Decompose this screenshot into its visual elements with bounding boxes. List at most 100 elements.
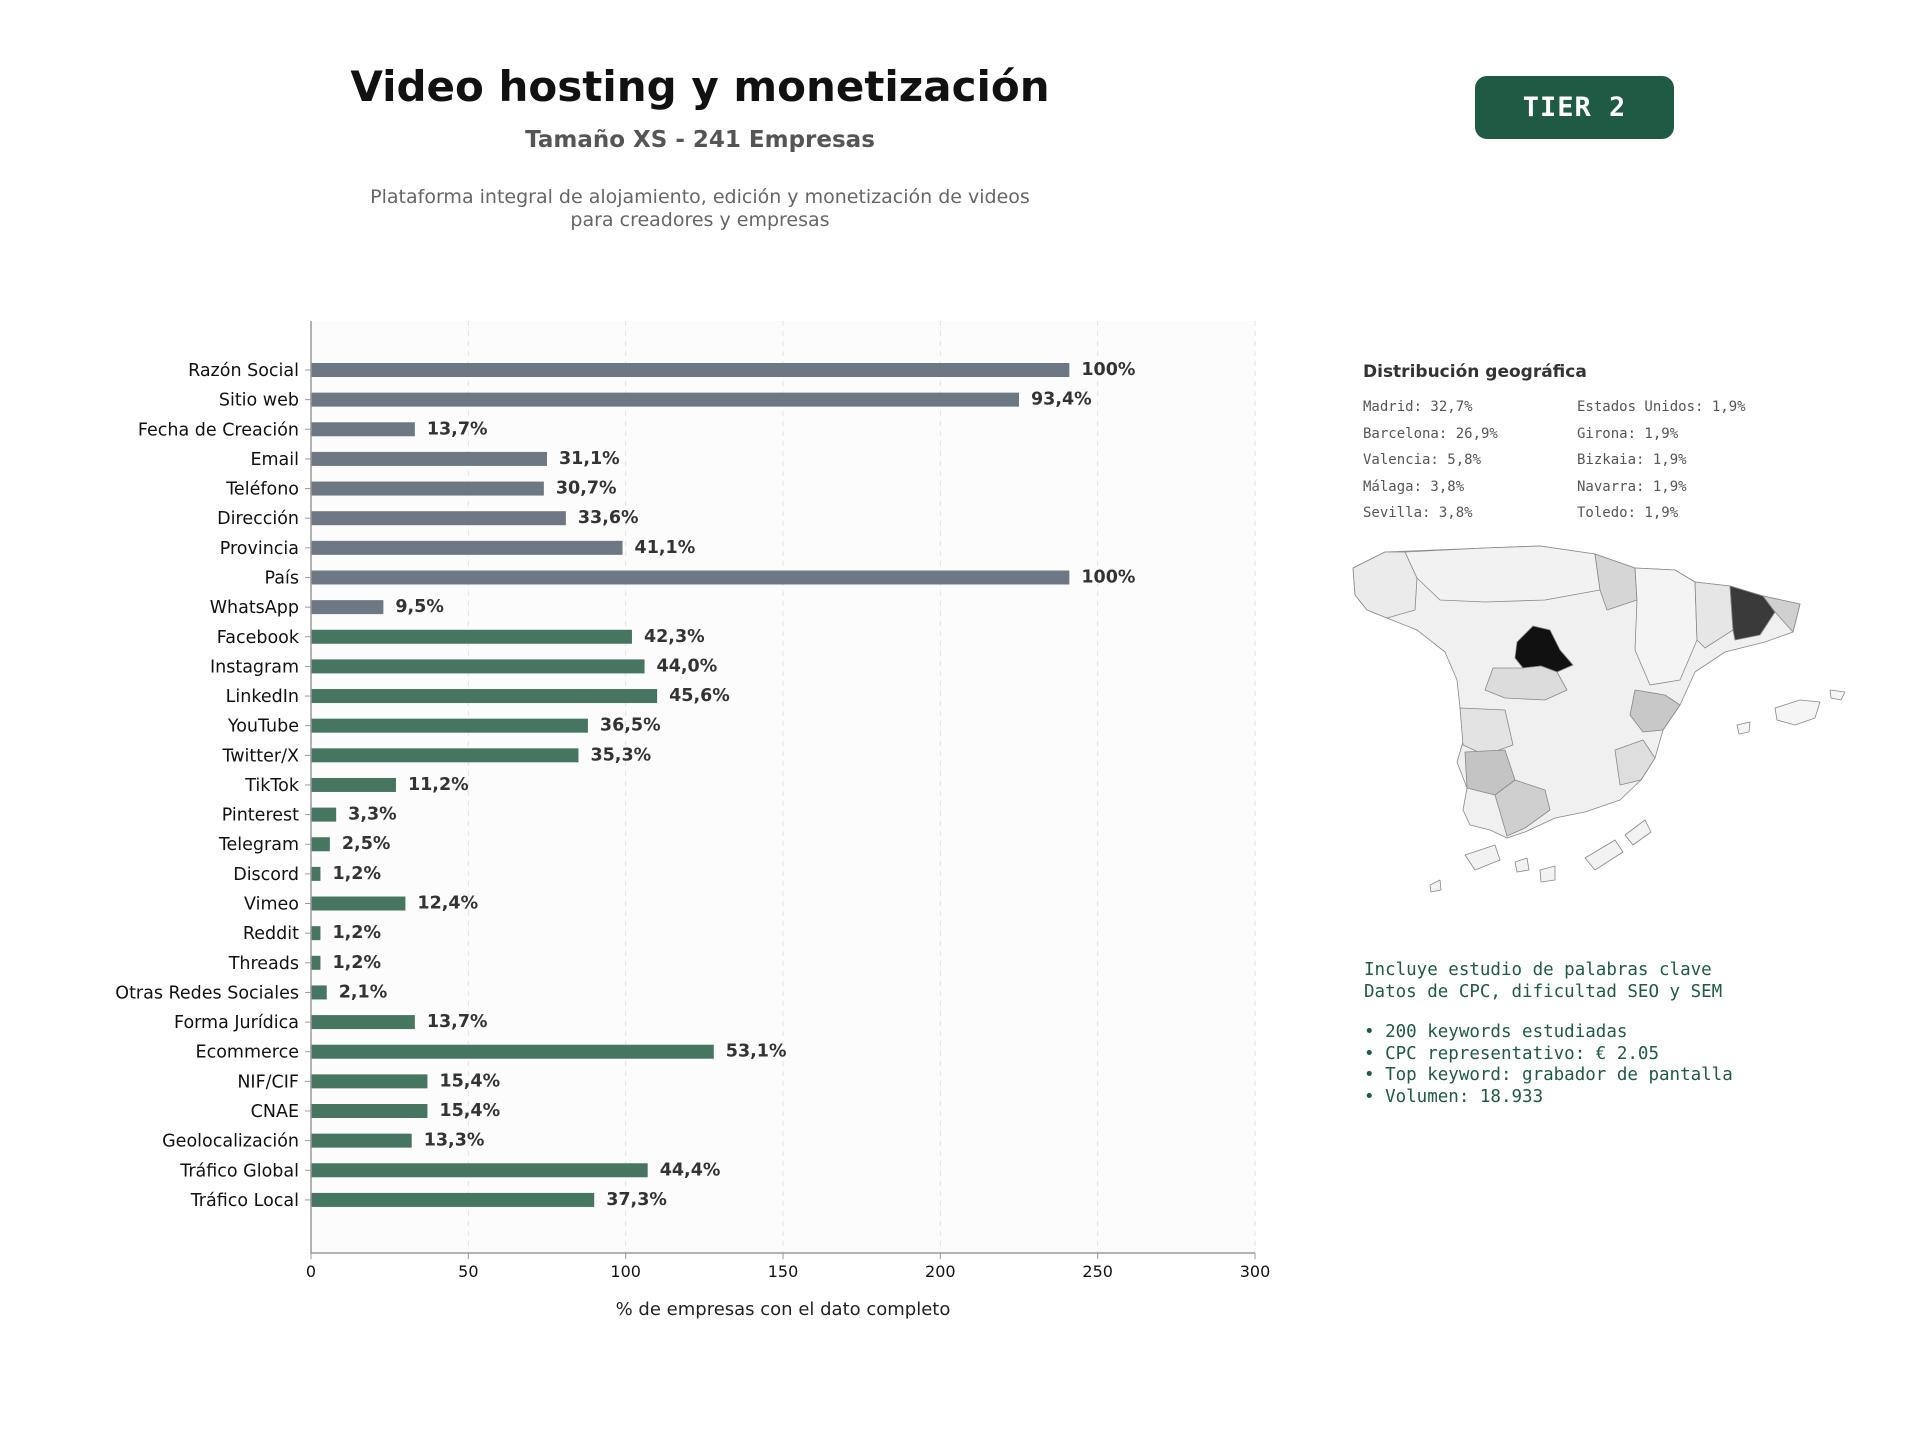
data-label: 31,1% [559,449,620,469]
data-label: 30,7% [556,479,617,499]
data-label: 2,5% [342,834,391,854]
category-label: CNAE [251,1102,299,1122]
x-tick-label: 250 [1082,1262,1113,1281]
bar [311,629,632,644]
data-label: 15,4% [439,1101,500,1121]
category-label: Geolocalización [162,1132,299,1152]
bar [311,866,321,881]
bar [311,1163,648,1178]
map-region-canary-2 [1514,857,1530,873]
data-label: 2,1% [339,982,388,1002]
data-label: 44,0% [657,656,718,676]
keywords-spacer [1364,1003,1733,1022]
category-label: Fecha de Creación [138,420,299,440]
category-label: Ecommerce [196,1043,299,1063]
map-region-balearic-2 [1829,689,1846,701]
map-region-girona [1762,595,1801,633]
bar [311,540,623,555]
description: Plataforma integral de alojamiento, edic… [0,186,1400,232]
category-label: LinkedIn [226,687,299,707]
x-tick-label: 0 [306,1262,316,1281]
data-label: 13,7% [427,1012,488,1032]
category-label: Twitter/X [221,746,299,766]
data-label: 13,3% [424,1131,485,1151]
bar [311,1015,415,1030]
map-region-galicia [1352,551,1418,619]
data-label: 93,4% [1031,390,1092,410]
category-label: NIF/CIF [237,1072,299,1092]
map-region-north [1404,545,1601,603]
bar [311,570,1070,585]
keywords-info: Incluye estudio de palabras clave Datos … [1364,960,1733,1108]
x-tick-label: 200 [925,1262,956,1281]
bar-chart: Razón Social 100% Sitio web 93,4% Fecha de C… [115,321,1270,1320]
map-region-navarra [1594,553,1638,611]
category-label: Telegram [218,835,299,855]
category-label: YouTube [227,717,299,737]
category-label: Razón Social [188,361,299,381]
keywords-line-1: Incluye estudio de palabras clave [1364,960,1712,980]
category-label: Instagram [210,657,299,677]
category-label: WhatsApp [210,598,299,618]
keyword-bullet: • Volumen: 18.933 [1364,1086,1544,1107]
bar [311,837,330,852]
geo-list-right: Estados Unidos: 1,9% Girona: 1,9% Bizkai… [1577,399,1746,532]
bar [311,1104,428,1118]
bar [311,748,579,763]
map-region-canary-6 [1429,879,1442,893]
data-label: 37,3% [606,1190,667,1210]
keywords-line-2: Datos de CPC, dificultad SEO y SEM [1364,981,1723,1002]
bar [311,363,1070,377]
x-axis-label: % de empresas con el dato completo [616,1299,951,1320]
map-region-valencia [1629,689,1681,733]
data-label: 44,4% [660,1160,721,1180]
x-tick-label: 100 [610,1262,641,1281]
bar [311,985,327,1000]
geo-item: Estados Unidos: 1,9% [1577,399,1746,415]
data-label: 1,2% [332,953,381,973]
x-ticks: 0 50 100 150 200 250 300 [306,1253,1270,1281]
category-label: Teléfono [225,480,299,500]
bar [311,689,658,704]
x-tick-label: 300 [1240,1262,1271,1281]
data-label: 35,3% [590,745,651,765]
bar [311,1133,412,1148]
map-region-canary-3 [1539,865,1556,883]
data-label: 100% [1081,360,1135,380]
map-region-madrid [1514,625,1574,673]
map-region-canary-5 [1624,819,1652,846]
bar [311,1044,714,1059]
category-label: Pinterest [222,806,299,826]
data-label: 41,1% [635,538,696,558]
description-line-2: para creadores y empresas [570,209,830,231]
spain-map [1352,545,1846,893]
data-label: 33,6% [578,508,639,528]
category-label: Facebook [217,628,300,648]
bar [311,392,1019,407]
map-region-malaga [1494,779,1551,837]
data-label: 9,5% [395,597,444,617]
keyword-bullet: • Top keyword: grabador de pantalla [1364,1065,1733,1085]
keyword-bullet: • CPC representativo: € 2.05 [1364,1043,1660,1064]
data-label: 11,2% [408,775,469,795]
bar [311,718,588,733]
bar [311,451,547,466]
data-label: 1,2% [332,923,381,943]
geo-item: Valencia: 5,8% [1363,452,1482,468]
geo-item: Barcelona: 26,9% [1363,425,1498,442]
bar [311,1192,595,1207]
bar [311,422,415,437]
bar [311,955,321,970]
bars: Razón Social 100% Sitio web 93,4% Fecha de C… [115,360,1135,1211]
category-label: Forma Jurídica [174,1013,299,1033]
category-label: País [265,568,299,588]
description-line-1: Plataforma integral de alojamiento, edic… [370,186,1030,208]
bar [311,511,566,526]
map-region-balearic-1 [1774,699,1821,726]
data-label: 100% [1081,567,1135,587]
keyword-bullet: • 200 keywords estudiadas [1364,1022,1628,1042]
geo-item: Málaga: 3,8% [1363,478,1465,495]
bar [311,896,406,911]
category-label: Provincia [220,539,299,559]
category-label: Discord [233,865,299,885]
